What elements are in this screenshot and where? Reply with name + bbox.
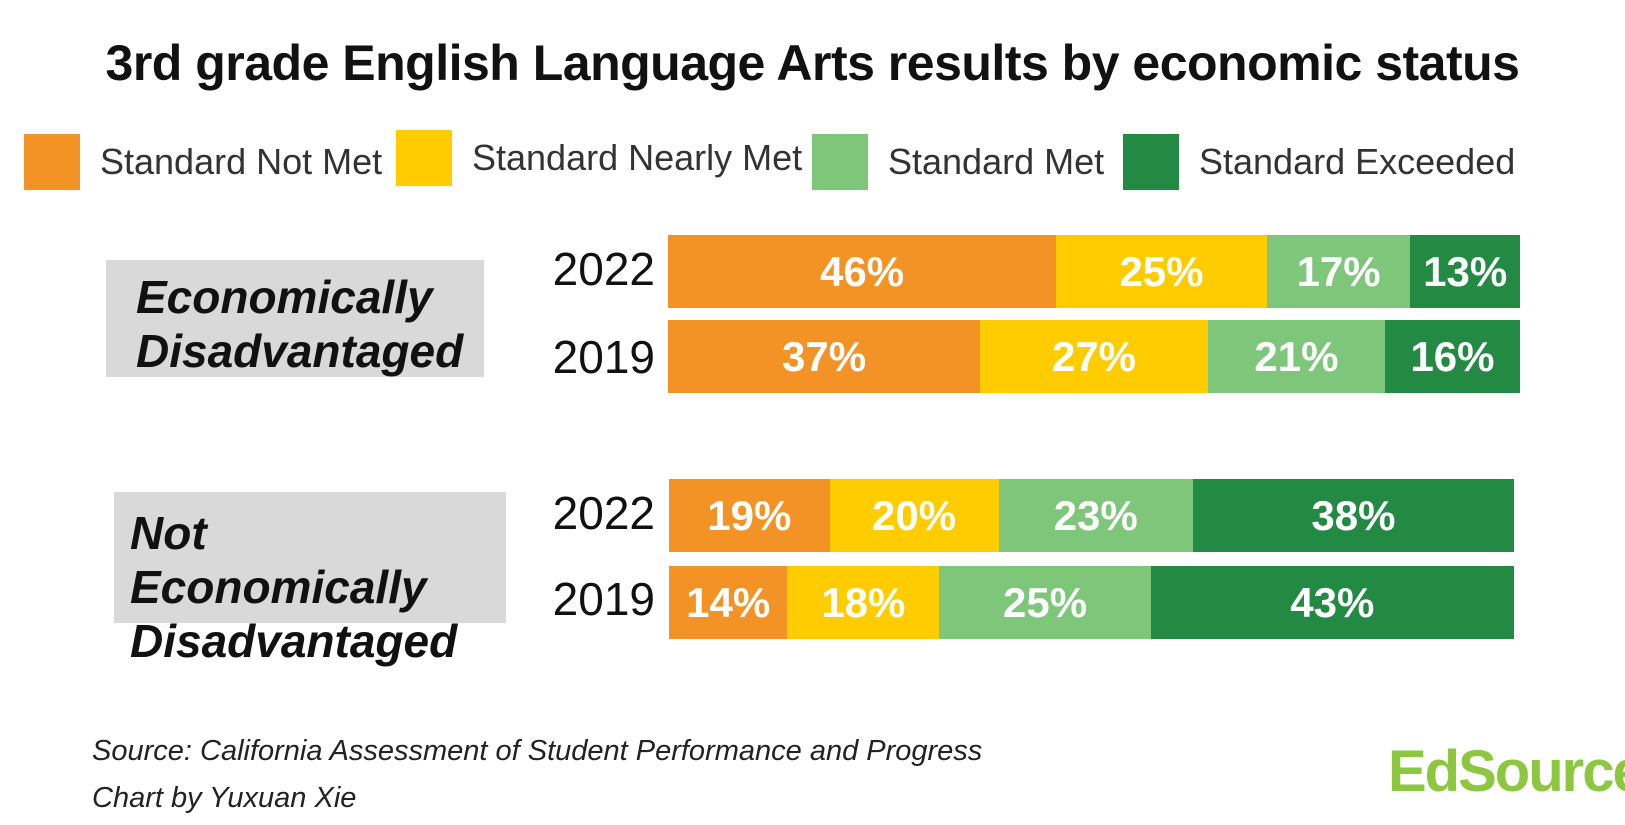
data-label: 43% (1290, 578, 1375, 626)
legend: Standard Not Met Standard Nearly Met Sta… (0, 0, 1625, 220)
legend-item-exceeded: Standard Exceeded (1123, 134, 1515, 190)
group-label-line: Economically (136, 271, 433, 323)
data-label: 37% (782, 332, 867, 380)
bar-segment-exceeded: 16% (1385, 320, 1520, 393)
bar-segment-nearly-met: 27% (980, 320, 1208, 393)
legend-label-nearly-met: Standard Nearly Met (472, 137, 803, 178)
data-label: 16% (1410, 332, 1495, 380)
data-label: 18% (821, 578, 906, 626)
bar-segment-not-met: 14% (669, 566, 788, 639)
bar-segment-met: 17% (1266, 235, 1411, 308)
source-note: Source: California Assessment of Student… (92, 728, 982, 822)
bar-segment-met: 21% (1207, 320, 1385, 393)
stacked-bar: 46% 25% 17% 13% (668, 235, 1520, 308)
data-label: 27% (1051, 332, 1137, 380)
legend-label-exceeded: Standard Exceeded (1199, 141, 1516, 182)
legend-label-met: Standard Met (888, 141, 1105, 182)
legend-item-met: Standard Met (812, 134, 1104, 190)
data-label: 23% (1053, 491, 1138, 539)
data-label: 17% (1296, 247, 1381, 295)
bar-segment-nearly-met: 25% (1056, 235, 1267, 308)
data-label: 25% (1002, 578, 1088, 626)
legend-swatch-exceeded (1123, 134, 1179, 190)
legend-swatch-nearly-met (396, 130, 452, 186)
data-label: 14% (686, 578, 771, 626)
legend-label-not-met: Standard Not Met (100, 141, 383, 182)
data-label: 46% (819, 247, 905, 295)
legend-swatch-not-met (24, 134, 80, 190)
bar-segment-not-met: 37% (668, 320, 981, 393)
data-label: 20% (872, 491, 957, 539)
stacked-bar: 14% 18% 25% 43% (669, 566, 1514, 639)
bar-segment-exceeded: 43% (1150, 566, 1514, 639)
bar-segment-nearly-met: 20% (829, 479, 999, 552)
bar-segment-not-met: 46% (668, 235, 1057, 308)
group-label-line: Disadvantaged (130, 615, 458, 667)
group-label-economically-disadvantaged: Economically Disadvantaged (106, 260, 484, 377)
source-line: Source: California Assessment of Student… (92, 735, 983, 767)
edsource-logo: EdSource (1388, 739, 1625, 804)
data-label: 25% (1119, 247, 1204, 295)
group-label-not-economically-disadvantaged: Not Economically Disadvantaged (114, 492, 506, 667)
year-label: 2019 (552, 573, 655, 625)
year-label: 2022 (552, 243, 655, 295)
bar-segment-met: 25% (939, 566, 1151, 639)
data-label: 38% (1311, 491, 1396, 539)
stacked-bar: 19% 20% 23% 38% (669, 479, 1514, 552)
legend-swatch-met (812, 134, 868, 190)
year-label: 2019 (552, 331, 655, 383)
data-label: 19% (707, 491, 792, 539)
bar-segment-met: 23% (998, 479, 1193, 552)
bar-segment-nearly-met: 18% (787, 566, 940, 639)
data-label: 13% (1423, 247, 1508, 295)
chart-title: 3rd grade English Language Arts results … (105, 35, 1520, 91)
bar-segment-exceeded: 13% (1410, 235, 1520, 308)
data-label: 21% (1254, 332, 1339, 380)
stacked-bar: 37% 27% 21% 16% (668, 320, 1520, 393)
group-label-line: Disadvantaged (136, 325, 464, 377)
credit-line: Chart by Yuxuan Xie (92, 782, 357, 814)
year-label: 2022 (552, 487, 655, 539)
bar-segment-not-met: 19% (669, 479, 830, 552)
bar-segment-exceeded: 38% (1192, 479, 1514, 552)
legend-item-not-met: Standard Not Met (24, 134, 382, 190)
legend-item-nearly-met: Standard Nearly Met (396, 130, 802, 186)
group-label-line: Not Economically (130, 507, 427, 613)
